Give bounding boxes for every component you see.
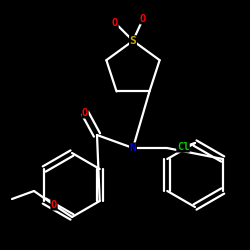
Text: Cl: Cl	[177, 142, 189, 152]
Text: O: O	[51, 200, 57, 210]
Text: O: O	[140, 14, 146, 24]
Text: O: O	[82, 108, 88, 118]
Text: O: O	[112, 18, 118, 28]
Text: N: N	[130, 143, 136, 153]
Text: S: S	[130, 36, 136, 46]
